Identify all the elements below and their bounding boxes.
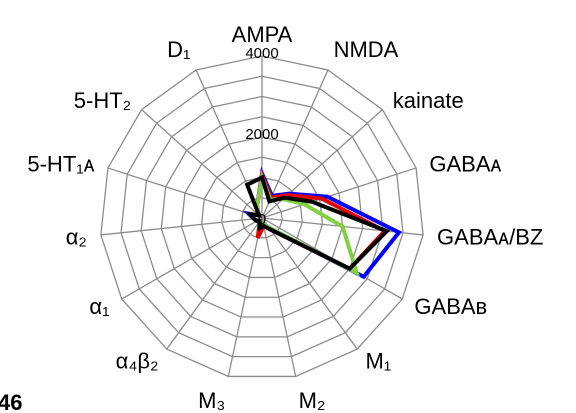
axis-label: kainate xyxy=(393,88,464,113)
axis-label: M₂ xyxy=(299,388,326,413)
grid-spoke xyxy=(100,217,263,236)
axis-labels: AMPA NMDA kainate GABAᴀ GABAᴀ/BZ GABAʙ M₁ M₂ M₃ α… xyxy=(27,22,543,413)
grid-ring xyxy=(180,136,344,298)
axis-label: α₂ xyxy=(66,224,87,249)
axis-label: GABAᴀ xyxy=(429,152,501,177)
tick-labels: 0 2000 4000 xyxy=(245,45,278,228)
grid-ring xyxy=(120,75,404,358)
grid-spoke xyxy=(261,69,329,219)
tick-label: 4000 xyxy=(245,45,278,62)
axis-label: α₄β₂ xyxy=(116,348,159,373)
axis-label: GABAʙ xyxy=(414,294,487,319)
tick-label: 2000 xyxy=(245,126,278,143)
series-layer xyxy=(242,166,403,280)
grid-ring xyxy=(241,197,283,239)
grid-ring xyxy=(100,55,424,378)
axis-label: NMDA xyxy=(334,37,399,62)
axis-label: M₃ xyxy=(198,388,225,413)
grid-spoke xyxy=(261,217,297,377)
grid-ring xyxy=(160,116,364,318)
axis-label: 5-HT₁ᴀ xyxy=(27,152,94,177)
grid-ring xyxy=(140,95,384,338)
grid-spoke xyxy=(261,217,358,350)
grid-spoke xyxy=(107,167,263,219)
grid-spoke xyxy=(166,217,263,350)
axis-label: GABAᴀ/BZ xyxy=(437,224,543,249)
axis-label: α₁ xyxy=(89,294,109,319)
grid-spoke xyxy=(261,167,417,219)
tick-label: 0 xyxy=(258,211,266,228)
axis-label: M₁ xyxy=(365,348,391,373)
grid-spoke xyxy=(121,217,263,300)
axis-label: AMPA xyxy=(232,22,293,47)
panel-label: 46 xyxy=(0,390,22,413)
grid-spoke xyxy=(141,109,263,219)
series-line-4 xyxy=(244,174,391,272)
axis-label: 5-HT₂ xyxy=(74,88,131,113)
grid-spoke xyxy=(227,217,263,377)
axis-label: D₁ xyxy=(167,37,190,62)
grid-ring xyxy=(200,156,324,279)
grid-spoke xyxy=(261,109,383,219)
